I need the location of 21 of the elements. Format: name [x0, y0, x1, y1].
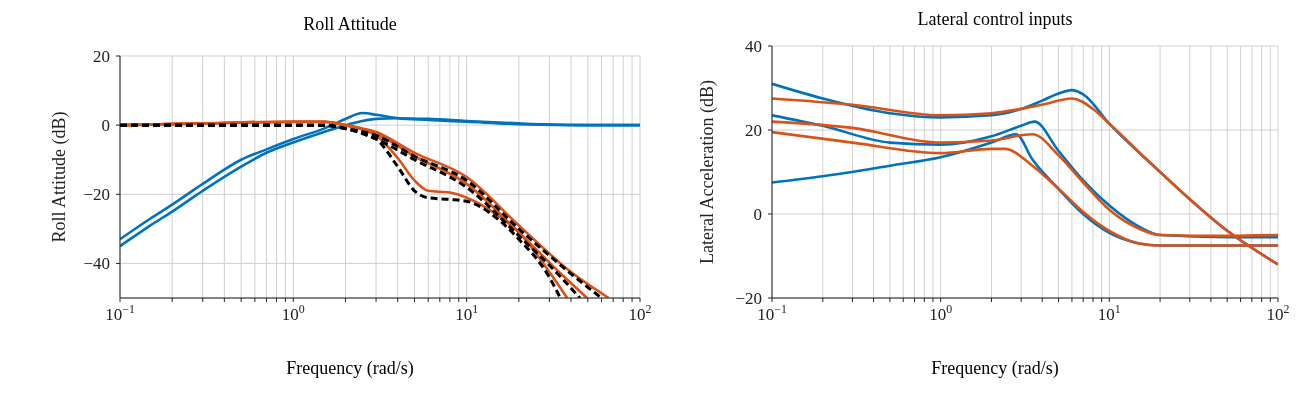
- y-tick-label: 0: [753, 205, 762, 224]
- y-tick-label: −40: [83, 254, 110, 274]
- x-axis-title: Frequency (rad/s): [285, 358, 415, 379]
- x-tick-label: 10$^{1}$: [1097, 302, 1121, 324]
- y-axis-title: Lateral Acceleration (dB): [697, 80, 719, 264]
- y-tick-label: 0: [101, 116, 110, 136]
- y-tick-label: 40: [745, 37, 762, 56]
- x-tick-label: 10$^{2}$: [1266, 302, 1290, 324]
- y-tick-label: −20: [735, 289, 762, 308]
- x-axis-title: Frequency (rad/s): [930, 358, 1060, 379]
- x-tick-label: 10$^{1}$: [455, 302, 479, 324]
- x-tick-label: 10$^{0}$: [281, 302, 305, 324]
- x-tick-label: 10$^{2}$: [628, 302, 652, 324]
- y-tick-label: 20: [745, 121, 762, 140]
- x-tick-label: 10$^{0}$: [929, 302, 953, 324]
- chart-title: Lateral control inputs: [916, 9, 1074, 30]
- x-tick-label: 10$^{−1}$: [105, 302, 135, 324]
- y-tick-label: −20: [83, 185, 110, 205]
- chart-title: Roll Attitude: [302, 14, 398, 35]
- y-axis-title: Roll Attitude (dB): [49, 111, 71, 243]
- y-tick-label: 20: [93, 47, 110, 66]
